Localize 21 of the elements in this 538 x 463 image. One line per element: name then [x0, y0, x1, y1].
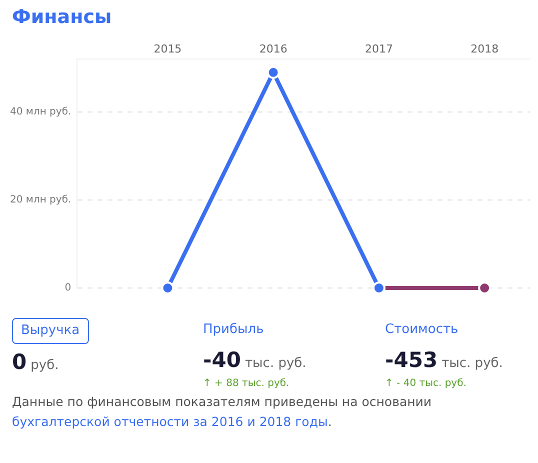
text: бухгалтерской отчетности за 2016 и 2018 годы: [12, 414, 328, 429]
y-tick-label: 40 млн руб.: [10, 106, 72, 118]
text: руб.: [30, 358, 59, 373]
text: .: [328, 414, 332, 429]
text: ↑ + 88 тыс. руб.: [203, 378, 290, 389]
text: Прибыль: [203, 321, 264, 339]
x-tick-label: 2018: [470, 42, 499, 56]
x-tick-label: 2016: [259, 42, 288, 56]
y-tick-label: 0: [64, 282, 72, 294]
text: тыс. руб.: [442, 356, 503, 371]
text: Данные по финансовым показателям приведены на основании: [12, 394, 432, 409]
text: ↑ - 40 тыс. руб.: [385, 378, 468, 389]
text: Выручка: [12, 318, 89, 344]
text: Стоимость: [385, 321, 458, 339]
text: -453: [385, 348, 438, 372]
text: тыс. руб.: [244, 356, 306, 371]
chart-title: Финансы: [12, 6, 112, 28]
x-tick-label: 2015: [154, 42, 182, 56]
y-tick-label: 20 млн руб.: [10, 194, 72, 206]
x-tick-label: 2017: [364, 42, 393, 56]
text: -40: [203, 348, 241, 372]
